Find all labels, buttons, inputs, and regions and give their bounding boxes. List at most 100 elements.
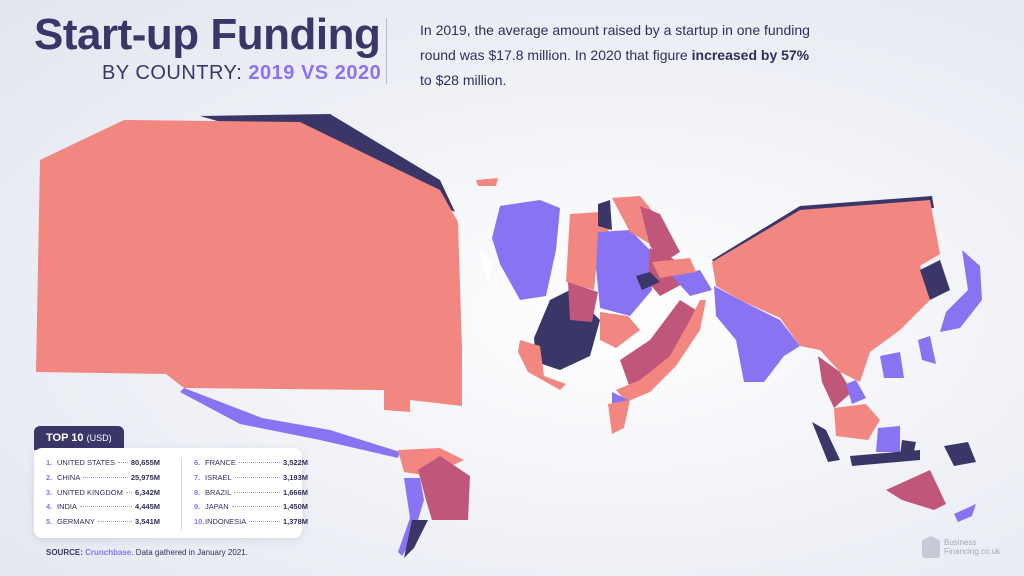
map-japan xyxy=(940,250,982,332)
top10-value: 3,522M xyxy=(282,458,308,467)
top10-country: CHINA xyxy=(57,472,81,482)
map-middle-east xyxy=(636,272,660,290)
map-australia xyxy=(886,470,946,510)
top10-tab-unit: (USD) xyxy=(86,433,112,443)
top10-leader-dots xyxy=(249,521,280,523)
top10-country: FRANCE xyxy=(205,458,236,467)
map-canada-sliver xyxy=(476,178,498,186)
top10-row: 10. INDONESIA 1,378M xyxy=(194,517,308,532)
map-switzerland xyxy=(568,282,598,322)
intro-text-2: to $28 million. xyxy=(420,72,507,88)
map-africa-band xyxy=(616,300,706,402)
top10-country: ISRAEL xyxy=(205,472,232,482)
intro-text-bold: increased by 57% xyxy=(691,47,810,63)
top10-leader-dots xyxy=(97,521,132,523)
map-ireland-slit xyxy=(480,250,492,286)
top10-panel: 1. UNITED STATES 80,655M 2. CHINA 25,975M 3. UN… xyxy=(34,448,308,538)
brand-line-2: Financing.co.uk xyxy=(944,547,1001,556)
map-southeast-asia xyxy=(818,356,852,408)
top10-country: GERMANY xyxy=(57,517,95,527)
top10-country: INDIA xyxy=(57,502,78,512)
top10-value: 4,445M xyxy=(134,502,160,512)
map-israel xyxy=(672,270,712,296)
top10-country: BRAZIL xyxy=(205,487,232,497)
top10-row: 6. FRANCE 3,522M xyxy=(194,458,308,473)
top10-rank: 6. xyxy=(194,458,201,467)
map-vietnam xyxy=(846,380,866,404)
top10-row: 8. BRAZIL 1,666M xyxy=(194,488,308,503)
top10-column-left: 1. UNITED STATES 80,655M 2. CHINA 25,975M 3. UN… xyxy=(46,458,160,532)
top10-row: 7. ISRAEL 3,193M xyxy=(194,473,308,488)
map-south-america-west xyxy=(398,478,424,556)
map-philippines xyxy=(918,336,936,364)
top10-leader-dots xyxy=(118,462,128,463)
map-turkey xyxy=(652,258,696,278)
map-benelux xyxy=(566,212,610,290)
map-india xyxy=(714,286,800,382)
map-iberia xyxy=(518,340,566,390)
map-indonesia-islands-1 xyxy=(876,426,900,452)
top10-country: UNITED KINGDOM xyxy=(57,487,123,497)
top10-value: 6,342M xyxy=(134,487,160,497)
top10-leader-dots xyxy=(125,491,132,493)
top10-rank: 10. xyxy=(194,517,205,527)
map-south-korea xyxy=(920,260,950,300)
map-usa xyxy=(36,120,462,412)
source-link[interactable]: Crunchbase xyxy=(85,548,132,557)
top10-rank: 7. xyxy=(194,472,201,482)
map-new-zealand xyxy=(954,504,976,522)
top10-country: JAPAN xyxy=(205,502,229,512)
top10-leader-dots xyxy=(234,491,280,493)
top10-value: 25,975M xyxy=(130,472,160,482)
map-central-america-strip xyxy=(180,388,400,458)
map-usa-shadow xyxy=(200,114,455,212)
top10-value: 3,541M xyxy=(134,517,160,527)
top10-leader-dots xyxy=(234,476,280,478)
top10-country: INDONESIA xyxy=(205,517,247,527)
page-title: Start-up Funding xyxy=(34,10,381,59)
top10-country: UNITED STATES xyxy=(57,458,116,467)
map-taiwan xyxy=(880,352,904,378)
top10-leader-dots xyxy=(238,462,280,463)
brand-name: Business Financing.co.uk xyxy=(944,538,1000,556)
brand-line-1: Business xyxy=(944,538,977,547)
top10-tab: TOP 10 (USD) xyxy=(34,426,124,450)
top10-tab-label: TOP 10 xyxy=(46,432,84,444)
map-malaysia-islands xyxy=(900,440,916,460)
top10-row: 2. CHINA 25,975M xyxy=(46,473,160,488)
map-nordics xyxy=(640,206,680,262)
top10-leader-dots xyxy=(80,506,132,508)
intro-text-1: In 2019, the average amount raised by a … xyxy=(420,22,810,63)
top10-value: 80,655M xyxy=(130,458,160,467)
map-indonesia-islands-2 xyxy=(812,422,840,462)
map-indonesia xyxy=(834,404,880,440)
top10-value: 1,378M xyxy=(282,517,308,527)
top10-value: 3,193M xyxy=(282,472,308,482)
top10-column-right: 6. FRANCE 3,522M 7. ISRAEL 3,193M 8. BRAZIL 1,66… xyxy=(194,458,308,532)
map-png xyxy=(944,442,976,466)
top10-value: 1,450M xyxy=(282,502,308,512)
source-note: SOURCE: Crunchbase. Data gathered in Jan… xyxy=(46,548,248,557)
subtitle-highlight: 2019 VS 2020 xyxy=(248,62,382,84)
top10-rank: 9. xyxy=(194,502,201,512)
top10-rank: 1. xyxy=(46,458,53,467)
top10-value: 1,666M xyxy=(282,487,308,497)
top10-leader-dots xyxy=(231,506,280,508)
building-logo-icon xyxy=(922,536,940,558)
top10-row: 3. UNITED KINGDOM 6,342M xyxy=(46,488,160,503)
header-divider xyxy=(386,18,387,84)
map-south-america-tip xyxy=(404,520,428,558)
map-uk xyxy=(492,200,560,300)
top10-rank: 3. xyxy=(46,487,53,497)
top10-divider xyxy=(181,458,182,530)
map-africa-south xyxy=(608,400,630,434)
source-label: SOURCE: xyxy=(46,548,83,557)
brand-logo: Business Financing.co.uk xyxy=(922,536,1000,558)
top10-leader-dots xyxy=(83,476,128,478)
map-italy xyxy=(600,312,640,348)
source-text: . Data gathered in January 2021. xyxy=(131,548,248,557)
top10-rank: 5. xyxy=(46,517,53,527)
intro-paragraph: In 2019, the average amount raised by a … xyxy=(420,18,820,93)
top10-rank: 4. xyxy=(46,502,53,512)
